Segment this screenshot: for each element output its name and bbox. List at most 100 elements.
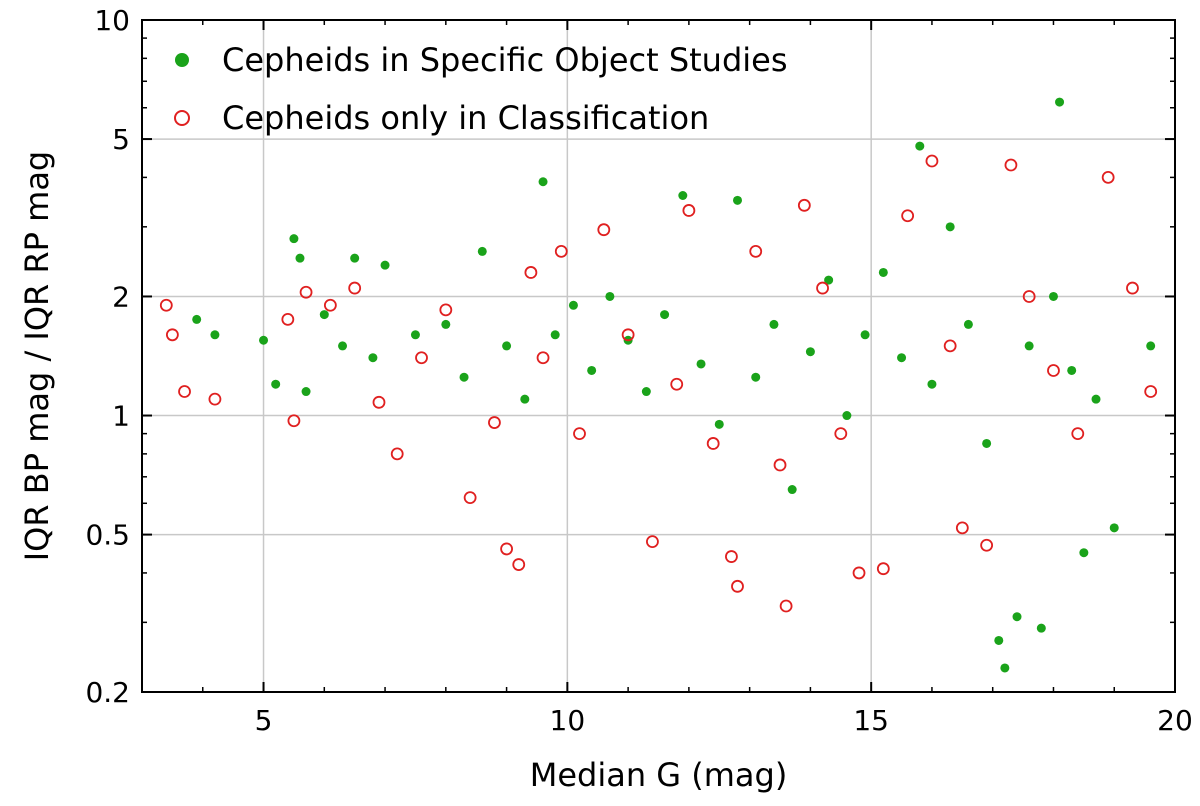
data-point-open — [749, 244, 763, 258]
data-point-filled — [897, 353, 907, 363]
data-point-filled — [1079, 548, 1089, 558]
data-point-filled — [787, 485, 797, 495]
data-point-open — [725, 550, 738, 563]
data-point-filled — [714, 419, 724, 429]
data-point-open — [773, 458, 787, 472]
data-point-filled — [732, 195, 742, 205]
data-point-filled — [538, 177, 548, 187]
data-point-filled — [927, 379, 937, 389]
data-point-open — [925, 154, 939, 168]
data-point-open — [1004, 158, 1018, 172]
grid-lines — [142, 20, 1175, 692]
data-point-open — [415, 351, 428, 365]
data-point-filled — [842, 411, 852, 421]
data-point-open — [621, 328, 635, 342]
data-points — [159, 97, 1158, 673]
data-point-filled — [295, 253, 305, 263]
series-2 — [159, 154, 1158, 613]
data-point-filled — [860, 330, 870, 340]
x-tick-label: 20 — [1157, 704, 1193, 737]
data-point-open — [281, 313, 295, 326]
data-point-filled — [660, 310, 670, 320]
data-point-filled — [1012, 612, 1022, 622]
data-point-filled — [259, 335, 269, 345]
data-point-open — [488, 416, 501, 429]
data-point-open — [573, 427, 586, 441]
data-point-open — [1071, 427, 1085, 441]
data-point-filled — [963, 319, 973, 329]
x-tick-label: 15 — [853, 704, 889, 737]
data-point-filled — [696, 359, 706, 369]
data-point-filled — [1091, 394, 1101, 404]
data-point-filled — [289, 234, 299, 244]
data-point-filled — [568, 300, 578, 310]
data-point-filled — [1036, 623, 1046, 633]
data-point-open — [731, 579, 744, 593]
data-point-open — [390, 447, 404, 461]
data-point-filled — [459, 372, 469, 382]
data-point-filled — [824, 275, 834, 285]
data-point-filled — [1067, 365, 1077, 375]
data-point-open — [372, 395, 386, 409]
data-point-filled — [878, 267, 888, 277]
y-axis-title: IQR BP mag / IQR RP mag — [18, 151, 56, 562]
data-point-filled — [1109, 523, 1119, 533]
data-point-open — [682, 204, 696, 217]
y-tick-label: 1 — [112, 400, 130, 433]
data-point-filled — [520, 394, 530, 404]
data-point-open — [955, 521, 969, 535]
data-point-open — [178, 385, 191, 398]
data-point-filled — [1146, 341, 1156, 351]
x-axis-title: Median G (mag) — [530, 756, 788, 794]
data-point-filled — [805, 347, 815, 357]
data-point-open — [500, 542, 513, 556]
legend-marker-filled — [175, 53, 189, 67]
data-point-filled — [641, 387, 651, 397]
data-point-filled — [441, 319, 451, 329]
data-point-open — [1022, 290, 1036, 303]
legend-label: Cepheids in Specific Object Studies — [222, 41, 788, 79]
data-point-open — [901, 209, 915, 223]
data-point-open — [159, 298, 173, 312]
data-point-filled — [271, 379, 281, 389]
data-point-filled — [1048, 291, 1058, 301]
data-point-filled — [350, 253, 360, 263]
data-point-filled — [368, 353, 378, 363]
data-point-filled — [210, 330, 220, 340]
y-tick-label: 0.5 — [85, 519, 130, 552]
data-point-filled — [301, 387, 311, 397]
y-tick-label: 5 — [112, 123, 130, 156]
data-point-filled — [982, 438, 992, 448]
data-point-open — [165, 328, 179, 342]
data-point-open — [299, 285, 313, 299]
data-point-filled — [477, 246, 487, 256]
data-point-open — [834, 427, 848, 441]
data-point-filled — [410, 330, 420, 340]
data-point-filled — [1055, 97, 1065, 107]
data-point-open — [943, 339, 957, 353]
data-point-filled — [678, 190, 688, 200]
data-point-filled — [1000, 663, 1010, 673]
data-point-filled — [338, 341, 348, 351]
y-tick-label: 2 — [112, 280, 130, 313]
data-point-open — [670, 377, 684, 391]
data-point-open — [554, 244, 568, 258]
data-point-filled — [319, 310, 329, 320]
data-point-open — [463, 491, 477, 505]
data-point-open — [706, 437, 720, 450]
data-point-filled — [769, 319, 779, 329]
data-point-open — [208, 392, 222, 406]
data-point-open — [797, 198, 811, 212]
data-point-open — [512, 558, 526, 571]
data-point-open — [1126, 281, 1139, 295]
data-point-open — [646, 535, 659, 549]
data-point-open — [816, 281, 829, 295]
data-point-filled — [587, 365, 597, 375]
y-tick-label: 10 — [94, 4, 130, 37]
data-point-open — [597, 223, 611, 237]
data-point-open — [779, 599, 793, 613]
data-point-filled — [945, 222, 955, 232]
data-point-filled — [192, 314, 202, 324]
